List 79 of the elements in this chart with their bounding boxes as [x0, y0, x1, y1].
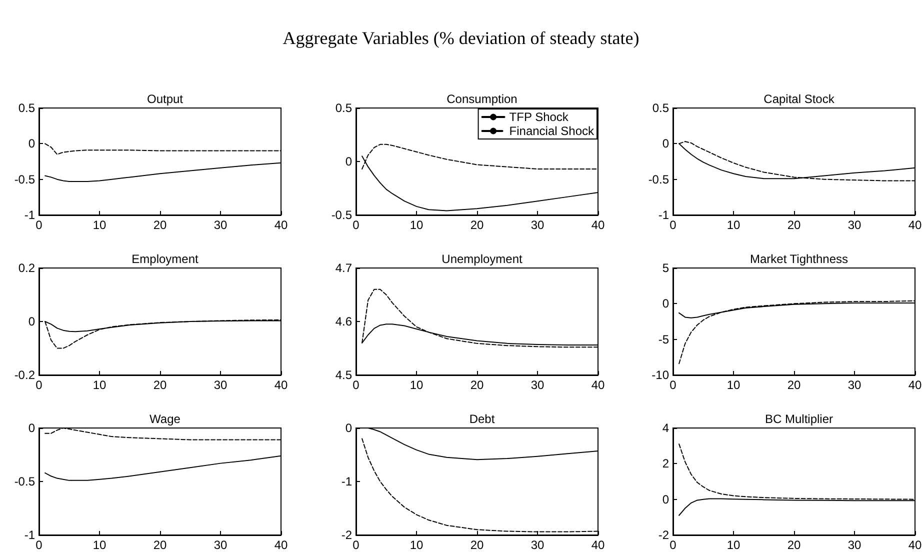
- y-tick-label: 0: [345, 154, 352, 168]
- y-tick-label: -1: [658, 208, 670, 222]
- x-tick-label: 30: [530, 378, 544, 392]
- chart-title: Output: [146, 92, 184, 106]
- chart-title: BC Multiplier: [764, 412, 834, 426]
- x-tick-label: 30: [214, 538, 228, 552]
- y-tick-label: 5: [662, 261, 670, 275]
- x-tick-label: 30: [848, 218, 862, 232]
- x-tick-label: 30: [530, 218, 544, 232]
- y-tick-label: 0.5: [335, 101, 352, 115]
- y-tick-label: 0: [662, 136, 670, 151]
- x-tick-label: 10: [726, 378, 740, 392]
- x-tick-label: 40: [591, 538, 605, 552]
- y-tick-label: -1: [24, 208, 36, 222]
- y-tick-label: -2: [341, 528, 352, 542]
- x-tick-label: 30: [848, 378, 862, 392]
- y-tick-label: 2: [662, 456, 670, 471]
- chart-title: Employment: [132, 252, 200, 266]
- x-tick-label: 20: [153, 538, 167, 552]
- x-tick-label: 10: [410, 218, 424, 232]
- legend-label: Financial Shock: [509, 124, 595, 138]
- x-tick-label: 20: [787, 378, 801, 392]
- x-tick-label: 40: [274, 378, 288, 392]
- x-tick-label: 20: [470, 378, 484, 392]
- x-tick-label: 20: [470, 218, 484, 232]
- legend-label: TFP Shock: [509, 110, 570, 124]
- y-tick-label: 0: [28, 421, 36, 435]
- y-tick-label: 4.7: [335, 261, 352, 275]
- x-tick-label: 20: [787, 538, 801, 552]
- y-tick-label: -0.5: [331, 208, 352, 222]
- y-tick-label: -0.5: [648, 172, 670, 186]
- y-tick-label: 0: [662, 296, 670, 311]
- x-tick-label: 10: [726, 218, 740, 232]
- y-tick-label: -0.5: [14, 474, 36, 488]
- x-tick-label: 30: [214, 378, 228, 392]
- y-tick-label: -5: [658, 332, 670, 346]
- x-tick-label: 10: [92, 378, 106, 392]
- x-tick-label: 20: [787, 218, 801, 232]
- y-tick-label: -2: [658, 528, 670, 542]
- x-tick-label: 40: [908, 218, 922, 232]
- x-tick-label: 40: [591, 218, 605, 232]
- y-tick-label: 0: [662, 492, 670, 506]
- chart-title: Market Tighthness: [750, 252, 848, 266]
- y-tick-label: -0.2: [14, 368, 36, 382]
- chart-title: Wage: [150, 412, 181, 426]
- x-tick-label: 10: [92, 538, 106, 552]
- y-tick-label: 0: [345, 421, 352, 435]
- text: Aggregate Variables (% deviation of steady state): [282, 28, 640, 49]
- y-tick-label: 0: [28, 136, 36, 151]
- x-tick-label: 30: [848, 538, 862, 552]
- y-tick-label: 4.5: [335, 368, 352, 382]
- chart-title: Consumption: [446, 92, 518, 106]
- y-tick-label: -1: [24, 528, 36, 542]
- y-tick-label: 0.2: [18, 261, 36, 275]
- x-tick-label: 20: [153, 378, 167, 392]
- y-tick-label: 0.5: [18, 101, 36, 115]
- x-tick-label: 10: [410, 538, 424, 552]
- x-tick-label: 10: [410, 378, 424, 392]
- chart-title: Unemployment: [442, 252, 524, 266]
- y-tick-label: -1: [341, 474, 352, 488]
- x-tick-label: 40: [274, 218, 288, 232]
- y-tick-label: 0: [28, 314, 36, 328]
- x-tick-label: 40: [591, 378, 605, 392]
- x-tick-label: 20: [153, 218, 167, 232]
- y-tick-label: -10: [652, 368, 670, 382]
- x-tick-label: 10: [726, 538, 740, 552]
- x-tick-label: 40: [274, 538, 288, 552]
- chart-title: Capital Stock: [764, 92, 836, 106]
- x-tick-label: 40: [908, 538, 922, 552]
- chart-title: Debt: [469, 412, 496, 426]
- y-tick-label: -0.5: [14, 172, 36, 186]
- x-tick-label: 30: [214, 218, 228, 232]
- x-tick-label: 20: [470, 538, 484, 552]
- x-tick-label: 10: [92, 218, 106, 232]
- x-tick-label: 40: [908, 378, 922, 392]
- y-tick-label: 4: [662, 421, 670, 435]
- y-tick-label: 0.5: [652, 101, 670, 115]
- y-tick-label: 4.6: [335, 314, 352, 328]
- x-tick-label: 30: [530, 538, 544, 552]
